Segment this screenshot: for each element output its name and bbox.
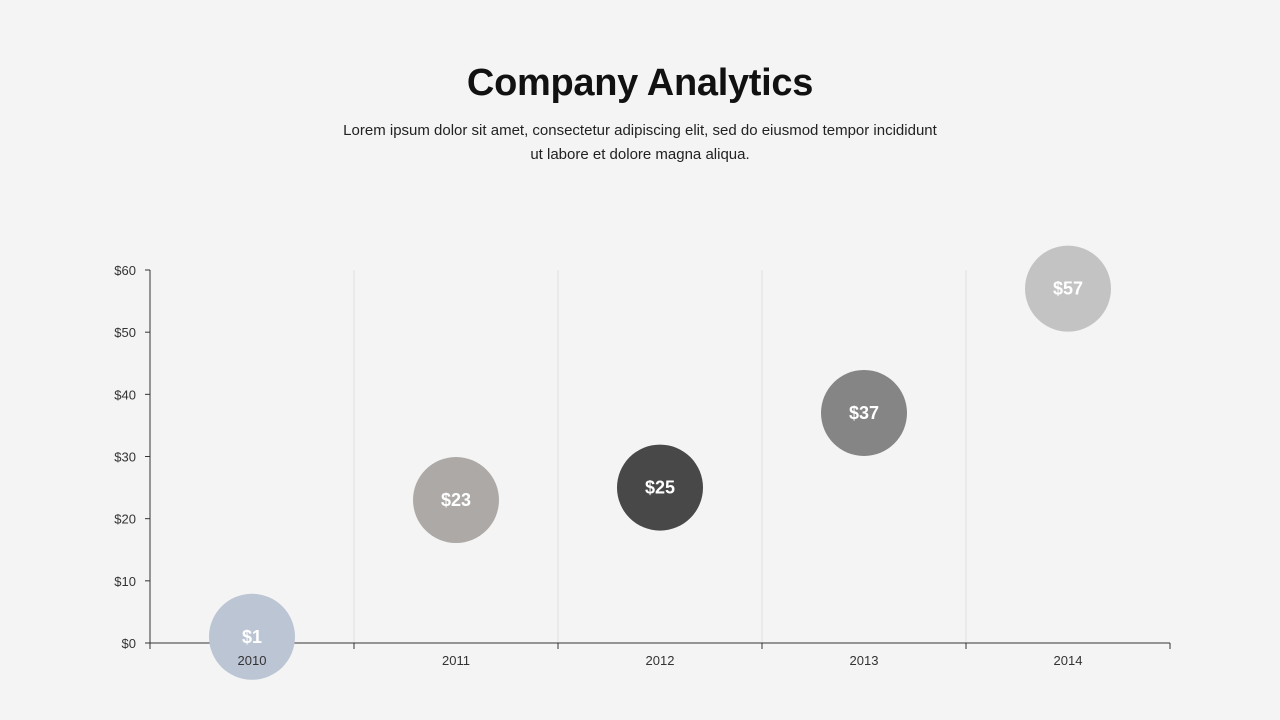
y-tick-label: $10 xyxy=(114,574,136,589)
x-tick-label: 2012 xyxy=(646,653,675,668)
page-title: Company Analytics xyxy=(466,62,814,104)
y-tick-label: $60 xyxy=(114,263,136,278)
data-label: $37 xyxy=(849,403,879,423)
data-label: $57 xyxy=(1053,279,1083,299)
data-label: $1 xyxy=(242,627,262,647)
y-tick-label: $0 xyxy=(122,636,136,651)
data-label: $23 xyxy=(441,490,471,510)
x-tick-label: 2014 xyxy=(1054,653,1083,668)
page-subtitle: Lorem ipsum dolor sit amet, consectetur … xyxy=(343,122,937,163)
data-bubble xyxy=(209,593,295,680)
data-bubble xyxy=(413,457,499,544)
y-tick-label: $20 xyxy=(114,512,136,527)
data-label: $25 xyxy=(645,478,675,498)
data-bubble xyxy=(617,444,703,531)
x-tick-label: 2010 xyxy=(238,653,267,668)
x-tick-label: 2011 xyxy=(442,653,470,668)
y-tick-label: $40 xyxy=(114,387,136,402)
y-tick-label: $30 xyxy=(114,450,136,465)
data-bubble xyxy=(1025,245,1111,332)
y-tick-label: $50 xyxy=(114,325,136,340)
data-bubble xyxy=(821,369,907,456)
x-tick-label: 2013 xyxy=(850,653,879,668)
